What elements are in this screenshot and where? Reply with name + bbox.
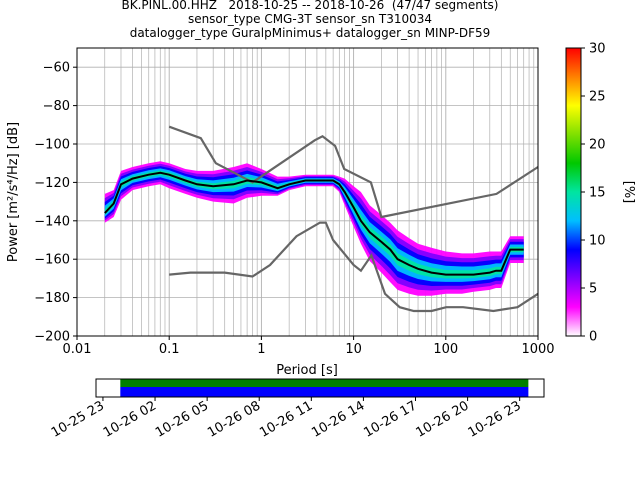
density-band bbox=[104, 161, 524, 296]
timeline-tick-label: 10-26 08 bbox=[205, 398, 263, 440]
y-tick-label: −80 bbox=[43, 99, 70, 114]
timeline-tick-label: 10-26 14 bbox=[309, 398, 367, 440]
title-line-3: datalogger_type GuralpMinimus+ datalogge… bbox=[129, 26, 491, 40]
x-tick-label: 0.1 bbox=[159, 342, 180, 357]
timeline-tick-label: 10-26 17 bbox=[361, 398, 419, 440]
mean-curve-line bbox=[104, 171, 524, 276]
reference-curve-nlnm bbox=[169, 221, 538, 313]
timeline-tick-label: 10-25 23 bbox=[49, 398, 107, 440]
y-axis-label: Power [m²/s⁴/Hz] [dB] bbox=[6, 122, 21, 262]
y-tick-label: −200 bbox=[34, 330, 70, 345]
colorbar-tick-label: 30 bbox=[589, 42, 606, 57]
x-axis: 0.01 0.1 1 10 100 1000 bbox=[63, 336, 555, 357]
y-tick-label: −180 bbox=[34, 291, 70, 306]
colorbar-gradient bbox=[565, 47, 582, 337]
timeline-tick-label: 10-26 05 bbox=[153, 398, 211, 440]
reference-curves bbox=[168, 125, 538, 313]
y-tick-label: −140 bbox=[34, 214, 70, 229]
x-tick-label: 1 bbox=[257, 342, 265, 357]
x-tick-label: 100 bbox=[433, 342, 458, 357]
colorbar: 0 5 10 15 20 25 30 bbox=[565, 42, 606, 345]
density-band-inner bbox=[104, 166, 524, 286]
colorbar-label: [%] bbox=[621, 181, 636, 204]
title-line-1: BK.PINL.00.HHZ 2018-10-25 -- 2018-10-26 … bbox=[121, 0, 499, 12]
timeline-tick-label: 10-26 02 bbox=[101, 398, 159, 440]
y-tick-label: −160 bbox=[34, 253, 70, 268]
plot-frame bbox=[76, 47, 539, 337]
colorbar-tick-label: 0 bbox=[589, 330, 597, 345]
colorbar-tick-label: 10 bbox=[589, 234, 606, 249]
colorbar-tick-label: 5 bbox=[589, 282, 597, 297]
colorbar-tick-label: 15 bbox=[589, 186, 606, 201]
y-tick-label: −60 bbox=[43, 61, 70, 76]
x-tick-label: 1000 bbox=[521, 342, 554, 357]
timeline-coverage-blue bbox=[120, 387, 529, 397]
timeline-border bbox=[95, 378, 545, 398]
timeline-tick-label: 10-26 20 bbox=[413, 398, 471, 440]
y-tick-label: −100 bbox=[34, 138, 70, 153]
title-line-2: sensor_type CMG-3T sensor_sn T310034 bbox=[187, 12, 433, 26]
mean-curve bbox=[104, 171, 524, 276]
x-tick-label: 0.01 bbox=[63, 342, 92, 357]
x-tick-label: 10 bbox=[345, 342, 362, 357]
timeline-coverage-green bbox=[120, 379, 529, 387]
y-tick-label: −120 bbox=[34, 176, 70, 191]
x-axis-label: Period [s] bbox=[276, 363, 338, 378]
y-axis: −200 −180 −160 −140 −120 −100 −80 −60 bbox=[34, 61, 77, 345]
grid bbox=[76, 48, 538, 337]
colorbar-tick-label: 20 bbox=[589, 138, 606, 153]
timeline-tick-label: 10-26 11 bbox=[257, 398, 315, 440]
timeline-tick-label: 10-26 23 bbox=[466, 398, 524, 440]
reference-curve-nhnm bbox=[168, 125, 538, 219]
colorbar-tick-label: 25 bbox=[589, 90, 606, 105]
